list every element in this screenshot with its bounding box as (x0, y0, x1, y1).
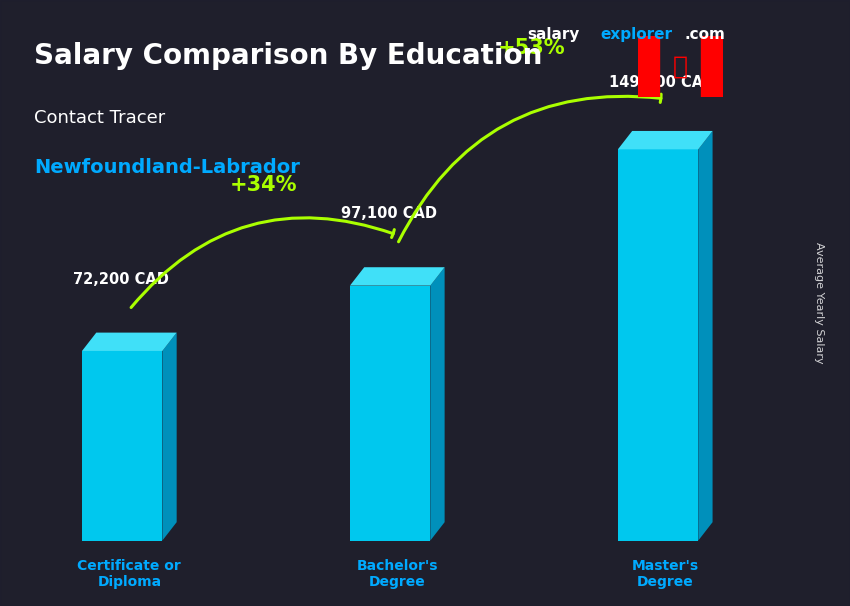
Text: Salary Comparison By Education: Salary Comparison By Education (34, 42, 542, 70)
Text: Contact Tracer: Contact Tracer (34, 109, 165, 127)
Bar (638, 36, 659, 97)
Polygon shape (618, 131, 712, 149)
Text: +53%: +53% (497, 38, 565, 58)
Text: explorer: explorer (600, 27, 672, 42)
Polygon shape (699, 131, 712, 541)
Text: 🍁: 🍁 (672, 55, 688, 79)
Text: 149,000 CAD: 149,000 CAD (609, 75, 715, 90)
Text: salary: salary (527, 27, 580, 42)
Text: Bachelor's
Degree: Bachelor's Degree (356, 559, 438, 589)
Text: .com: .com (684, 27, 725, 42)
Text: Certificate or
Diploma: Certificate or Diploma (77, 559, 181, 589)
Polygon shape (350, 267, 445, 285)
Polygon shape (162, 333, 177, 541)
Text: 97,100 CAD: 97,100 CAD (341, 206, 437, 221)
Bar (82, 351, 162, 541)
Text: Average Yearly Salary: Average Yearly Salary (814, 242, 824, 364)
Text: Master's
Degree: Master's Degree (632, 559, 699, 589)
Text: Newfoundland-Labrador: Newfoundland-Labrador (34, 158, 300, 176)
Bar (701, 36, 722, 97)
Text: 72,200 CAD: 72,200 CAD (73, 271, 169, 287)
Polygon shape (430, 267, 445, 541)
Polygon shape (82, 333, 177, 351)
Bar (350, 285, 430, 541)
Text: +34%: +34% (230, 175, 297, 195)
Bar (618, 149, 699, 541)
